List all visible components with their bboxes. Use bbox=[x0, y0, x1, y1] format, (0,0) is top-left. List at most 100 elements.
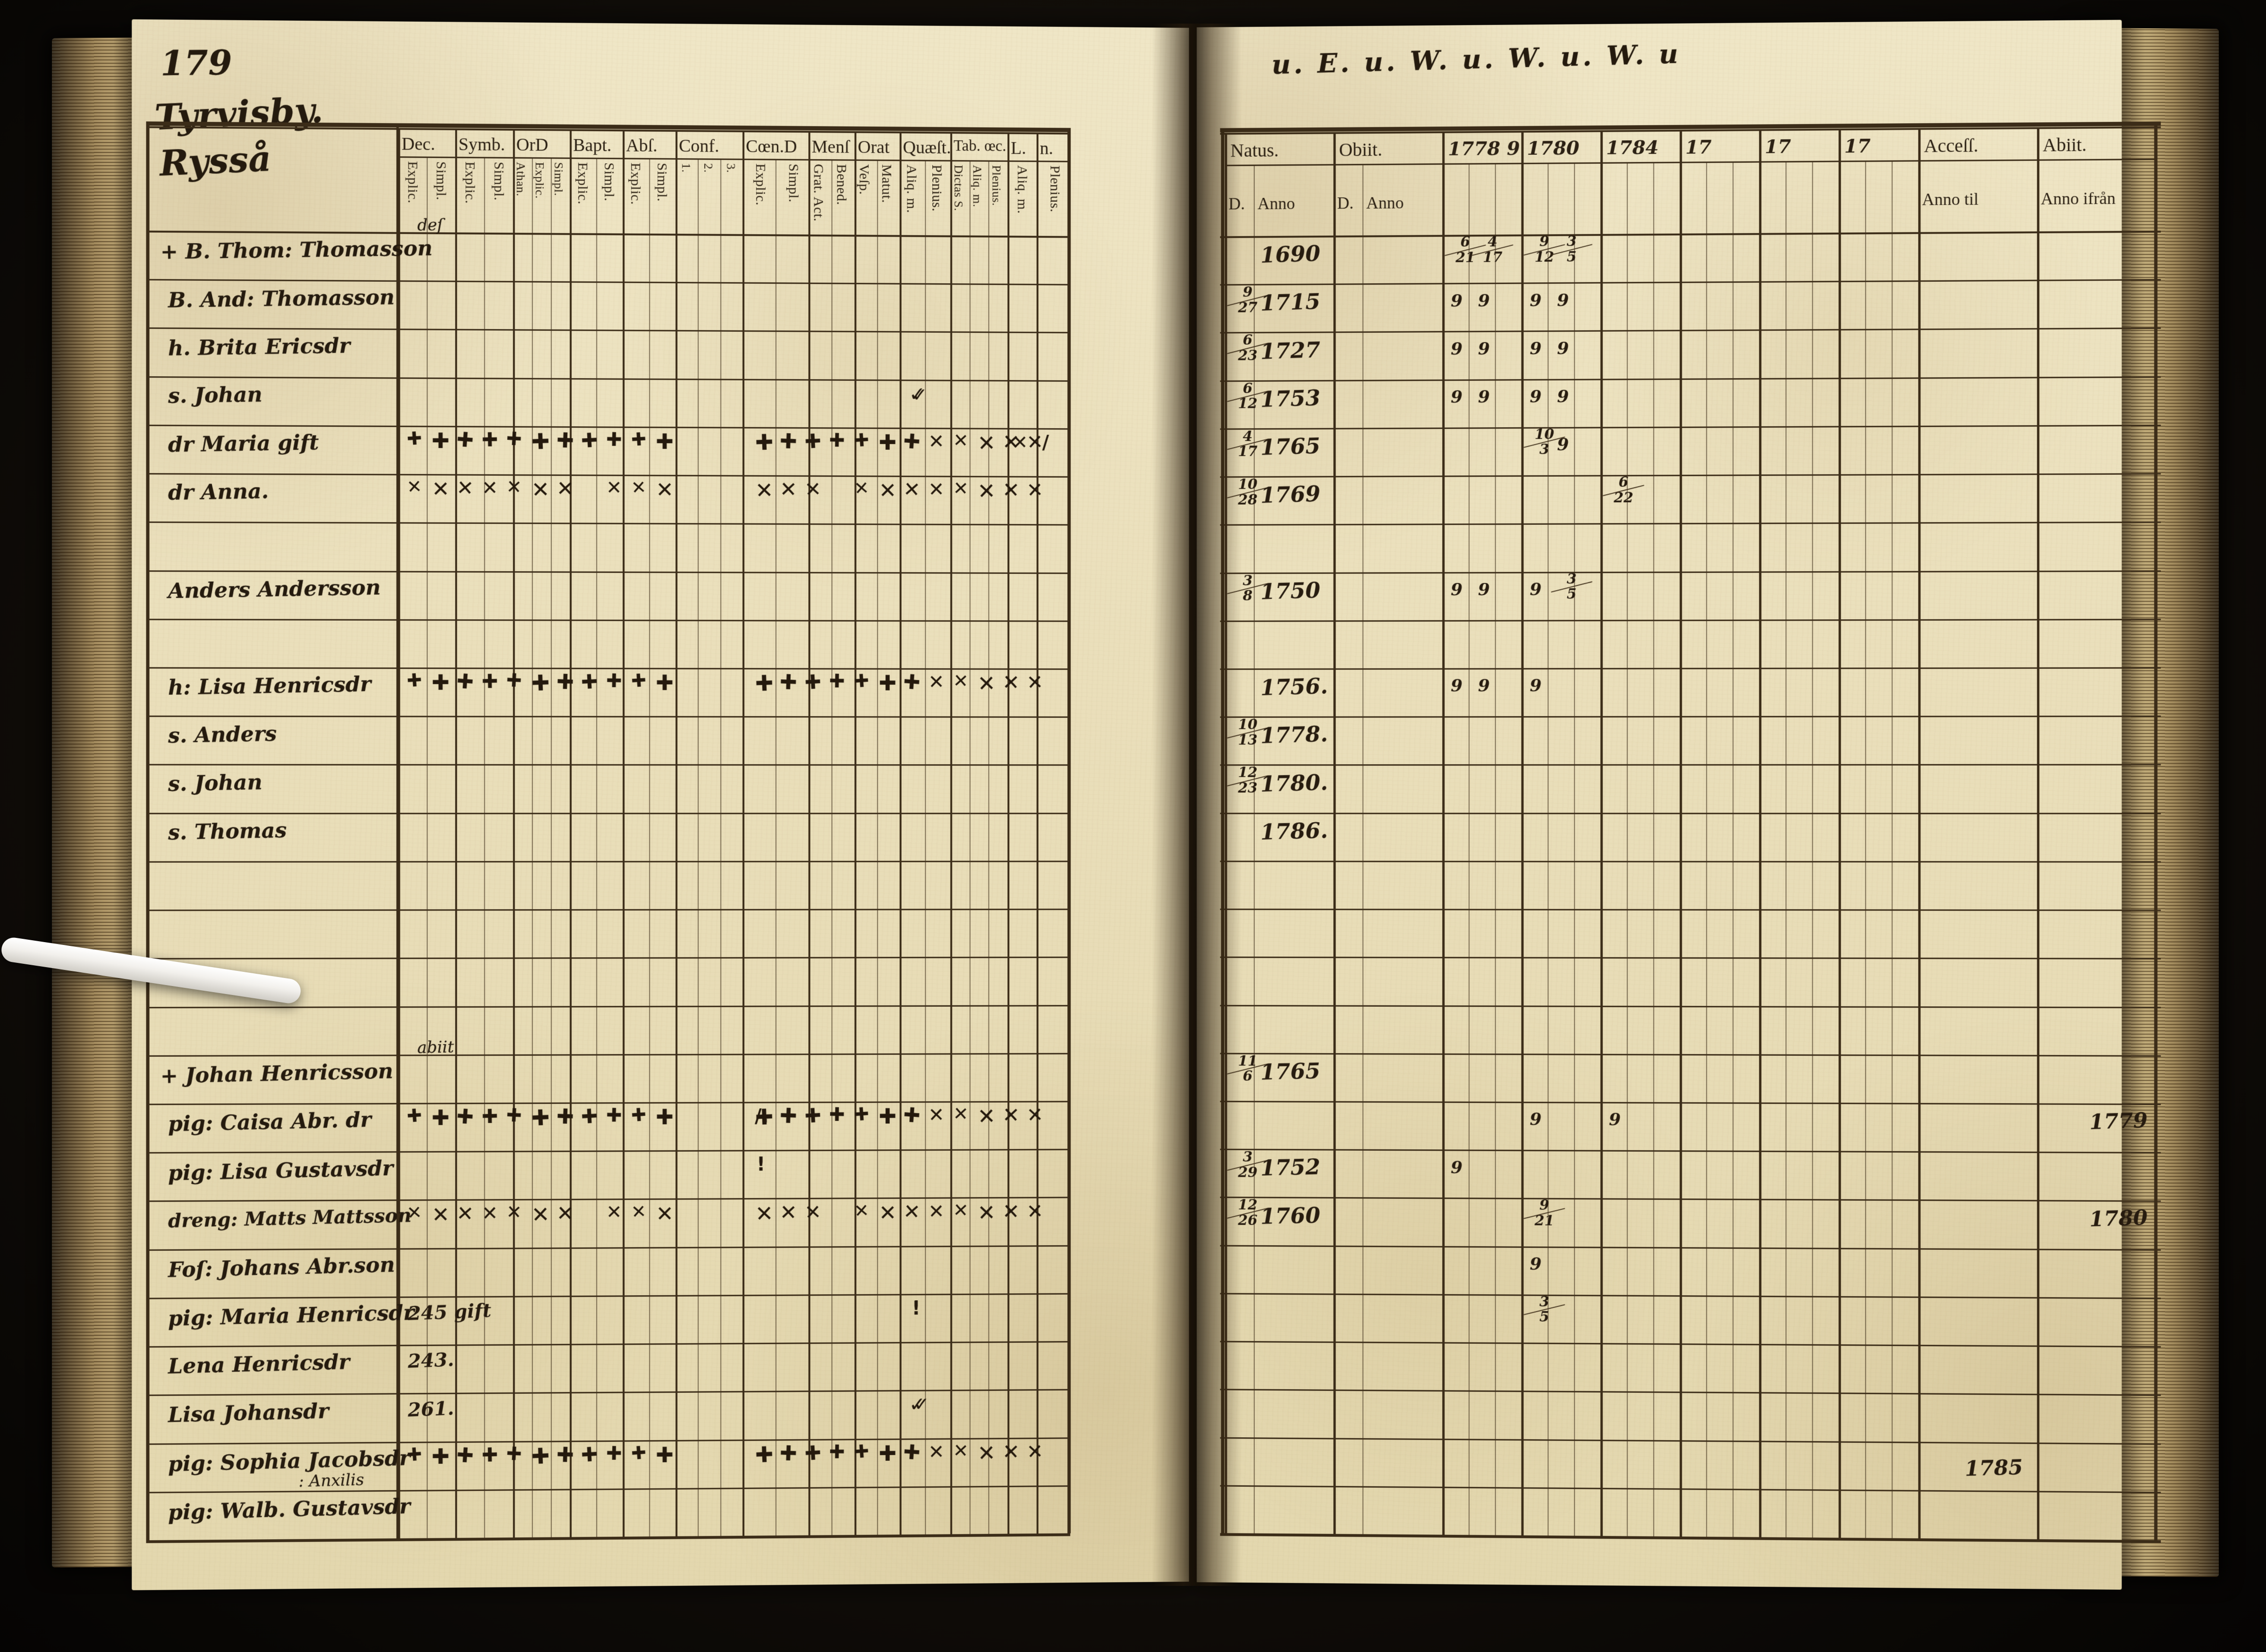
rsubcol-border-1-1 bbox=[1362, 165, 1364, 1534]
rcol-border-4 bbox=[1600, 131, 1603, 1536]
rgroup-underline-6 bbox=[1759, 160, 1839, 163]
tally-mark: ✚ bbox=[779, 670, 798, 695]
row-name-5: dr Anna. bbox=[168, 479, 269, 506]
group-underline-2 bbox=[513, 157, 570, 159]
tally-mark: ✚ bbox=[406, 1104, 423, 1127]
row-name-11: s. Johan bbox=[168, 770, 263, 796]
tally-mark: ✚ bbox=[531, 1104, 550, 1131]
tally-mark: ✚ bbox=[481, 1443, 499, 1467]
tally-mark: ✚ bbox=[431, 1105, 450, 1130]
tally-mark: ✕ bbox=[952, 1440, 969, 1462]
tally-mark: ✚ bbox=[456, 1104, 475, 1129]
rsubcol-border-6-2 bbox=[1812, 161, 1813, 1538]
tally-mark: ✚ bbox=[531, 1442, 550, 1469]
rcol-border-2 bbox=[1442, 132, 1445, 1535]
rcol-group-header-6: 17 bbox=[1765, 135, 1791, 158]
year-frac-5-4: 6 22 bbox=[1602, 474, 1645, 506]
col-sub-header-2-0: Athan. bbox=[514, 161, 528, 197]
tally-mark: ✚ bbox=[456, 1443, 475, 1468]
tally-mark: ✚ bbox=[754, 429, 774, 455]
tally-mark: ✕ bbox=[779, 1200, 798, 1225]
tally-mark: ✕ bbox=[879, 478, 897, 503]
row-name-3: s. Johan bbox=[168, 382, 263, 408]
abiit-year-18: 1779 bbox=[2088, 1108, 2148, 1135]
rsubcol-border-6-1 bbox=[1785, 162, 1787, 1538]
col-group-header-9: Quæſt. bbox=[903, 137, 951, 158]
tally-mark: ✚ bbox=[754, 670, 774, 696]
tally-mark: ✚ bbox=[804, 670, 822, 694]
tally-mark: ✕ bbox=[977, 478, 996, 504]
tally-mark: ✕ bbox=[1026, 478, 1044, 502]
abiit-year-20: 1780 bbox=[2088, 1205, 2148, 1231]
year-frac-0-1: 4 17 bbox=[1471, 234, 1514, 266]
tally-mark: ✚ bbox=[606, 1442, 622, 1465]
rrow-rule-9 bbox=[1220, 667, 2161, 670]
year-val-1-3: 9 bbox=[1557, 290, 1569, 310]
tally-mark: ✕ bbox=[903, 1199, 922, 1224]
year-val-3-3: 9 bbox=[1557, 386, 1569, 406]
tally-mark: ✕ bbox=[977, 1103, 996, 1129]
rrow-rule-12 bbox=[1220, 812, 2161, 814]
rrow-rule-10 bbox=[1220, 716, 2161, 718]
rrow-rule-17 bbox=[1220, 1053, 2161, 1057]
tally-mark: ✕ bbox=[952, 670, 969, 692]
tally-mark: ✚ bbox=[754, 1441, 774, 1467]
natus-anno-7: 1750 bbox=[1260, 577, 1321, 605]
tally-mark: ✕ bbox=[1002, 1199, 1020, 1224]
row-name-12: s. Thomas bbox=[168, 818, 287, 845]
rcol-group-header-5: 17 bbox=[1685, 136, 1712, 159]
rrow-rule-13 bbox=[1220, 860, 2161, 863]
tally-mark: ✚ bbox=[606, 1104, 622, 1127]
col-sub-header-1-1: Simpl. bbox=[491, 161, 507, 201]
tally-mark: ✚ bbox=[506, 669, 523, 692]
tally-mark: ✚ bbox=[481, 1104, 499, 1128]
natus-anno-10: 1778. bbox=[1260, 721, 1328, 749]
stray-mark-6: ! bbox=[756, 1154, 765, 1176]
row-extra-22: 245 gift bbox=[407, 1299, 492, 1325]
col-sub-header-2-2: Simpl. bbox=[551, 162, 566, 196]
tally-mark: ✕ bbox=[1026, 670, 1044, 694]
row-subnote-25: : Anxilis bbox=[298, 1470, 364, 1491]
tally-mark: ✚ bbox=[481, 670, 499, 693]
tally-mark: ✚ bbox=[431, 1443, 450, 1469]
rcol-group-header-4: 1784 bbox=[1606, 136, 1659, 159]
group-underline-7 bbox=[808, 159, 855, 161]
tally-mark: ✕ bbox=[952, 430, 969, 452]
year-val-3-1: 9 bbox=[1478, 387, 1490, 407]
rcol-group-header-1: Obiit. bbox=[1339, 139, 1383, 160]
stray-mark-1: ✕ bbox=[1012, 431, 1028, 454]
tally-mark: ✚ bbox=[606, 429, 622, 451]
tally-mark: ✕ bbox=[606, 477, 622, 499]
col-sub-header-4-1: Simpl. bbox=[654, 162, 670, 202]
tally-mark: ✚ bbox=[879, 670, 897, 696]
rrow-rule-1 bbox=[1220, 279, 2161, 286]
tally-mark: ✕ bbox=[456, 476, 475, 501]
rrow-rule-4 bbox=[1220, 424, 2161, 430]
tally-mark: ✚ bbox=[630, 1441, 647, 1464]
tally-mark: ✚ bbox=[853, 1103, 870, 1125]
group-underline-6 bbox=[742, 159, 809, 161]
tally-mark: ✕ bbox=[531, 1201, 550, 1228]
rcol-border-8 bbox=[1918, 129, 1921, 1539]
rrow-rule-7 bbox=[1220, 570, 2161, 574]
stray-mark-4: ! bbox=[912, 1298, 921, 1320]
tally-mark: ✕ bbox=[1002, 1440, 1020, 1465]
tally-mark: ✕ bbox=[804, 1200, 822, 1224]
tally-mark: ✚ bbox=[879, 1441, 897, 1466]
row-name-23: Lena Henricsdr bbox=[168, 1350, 350, 1379]
col-group-header-2: OrD bbox=[516, 135, 549, 155]
rtable-right-border bbox=[2154, 121, 2158, 1541]
tally-mark: ✕ bbox=[1026, 1103, 1044, 1127]
col-group-header-0: Dec. bbox=[401, 134, 435, 154]
col-group-header-7: Menſ bbox=[812, 137, 850, 157]
tally-mark: ✕ bbox=[506, 1201, 523, 1223]
tally-mark: ✕ bbox=[506, 476, 523, 499]
tally-mark: ✕ bbox=[531, 476, 550, 503]
tally-mark: ✕ bbox=[606, 1201, 622, 1223]
tally-mark: ✚ bbox=[879, 1104, 897, 1129]
tally-mark: ✕ bbox=[853, 1199, 870, 1222]
tally-mark: ✚ bbox=[556, 1104, 575, 1129]
tally-mark: ✚ bbox=[853, 670, 870, 692]
col-group-header-10: Tab. œc. bbox=[953, 137, 1006, 155]
col-sub-header-7-0: Grat. Act. bbox=[811, 164, 827, 222]
